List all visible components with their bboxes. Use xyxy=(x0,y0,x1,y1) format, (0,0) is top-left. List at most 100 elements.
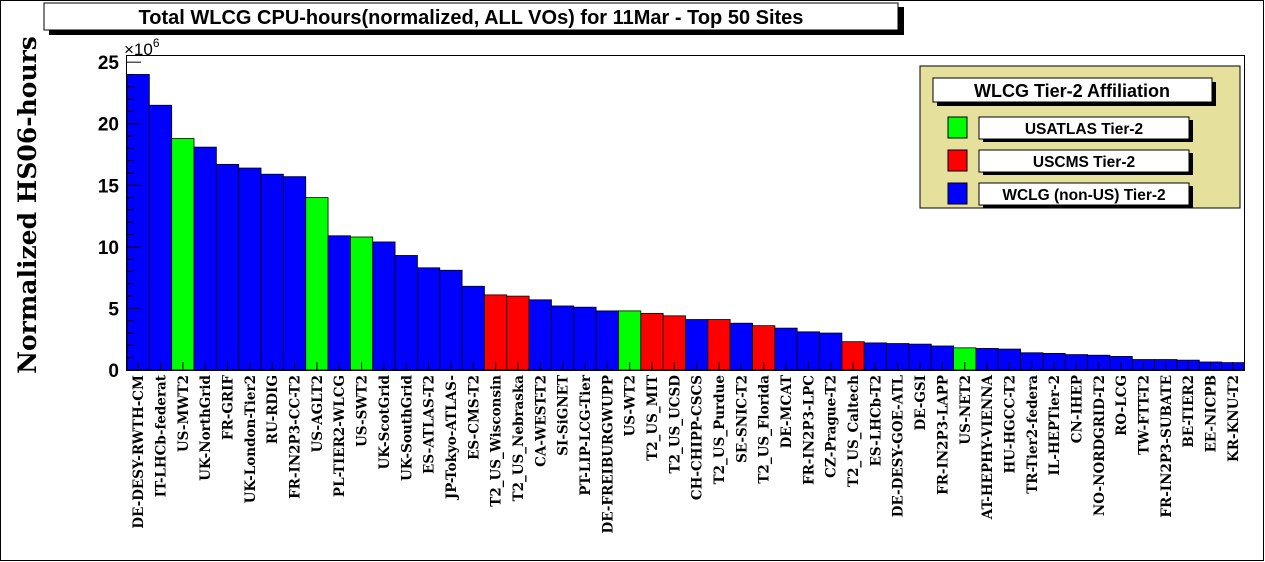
y-axis-title: Normalized HS06-hours xyxy=(13,36,42,374)
x-tick-label-35: DE-GSI xyxy=(913,375,929,430)
y-tick-label-4: 20 xyxy=(98,115,119,136)
x-tick-label-17: T2_US_Nebraska xyxy=(511,375,527,502)
x-tick-label-9: PL-TIER2-WLCG xyxy=(332,375,348,497)
legend-label-usatlas: USATLAS Tier-2 xyxy=(1025,121,1143,138)
bar-5 xyxy=(238,167,262,371)
x-tick-label-3: UK-NorthGrid xyxy=(198,374,214,480)
x-tick-label-47: BE-TIER2 xyxy=(1181,375,1197,448)
title-box xyxy=(43,2,899,31)
bar-20 xyxy=(573,306,597,371)
legend-swatch-uscms xyxy=(947,149,968,172)
bar-14 xyxy=(439,269,463,371)
x-tick-label-44: RO-LCG xyxy=(1114,375,1130,436)
bar-4 xyxy=(215,163,240,371)
x-tick-label-6: RU-RDIG xyxy=(265,375,281,444)
x-tick-label-27: SE-SNIC-T2 xyxy=(734,375,750,463)
y-axis-multiplier-exponent: 6 xyxy=(153,36,160,50)
bar-17 xyxy=(506,295,530,371)
chart-title-box: Total WLCG CPU-hours(normalized, ALL VOs… xyxy=(43,2,904,35)
y-tick-label-3: 15 xyxy=(98,176,120,197)
legend-label-box-wlcg xyxy=(978,182,1190,206)
chart-title: Total WLCG CPU-hours(normalized, ALL VOs… xyxy=(139,7,804,29)
x-tick-label-48: EE-NICPB xyxy=(1203,375,1219,452)
x-tick-label-19: SI-SiGNET xyxy=(556,375,572,456)
x-tick-label-25: CH-CHIPP-CSCS xyxy=(690,375,706,500)
x-tick-label-22: US-WT2 xyxy=(623,375,639,436)
y-tick-label-5: 25 xyxy=(98,53,120,74)
x-tick-label-33: ES-LHCb-T2 xyxy=(868,375,884,466)
y-tick-label-2: 10 xyxy=(98,238,119,259)
bar-12 xyxy=(394,255,418,371)
x-tick-label-7: FR-IN2P3-CC-T2 xyxy=(288,375,304,499)
bar-10 xyxy=(349,236,374,371)
x-tick-label-23: T2_US_MIT xyxy=(645,375,661,461)
x-tick-label-11: UK-ScotGrid xyxy=(377,374,393,469)
bar-18 xyxy=(528,299,552,371)
plot-frame xyxy=(126,55,1245,371)
x-tick-label-5: UK-London-Tier2 xyxy=(243,375,259,503)
x-tick-label-0: DE-DESY-RWTH-CM xyxy=(131,375,147,529)
x-tick-label-40: TR-Tier2-federa xyxy=(1025,375,1041,494)
x-tick-label-13: ES-ATLAS-T2 xyxy=(422,375,438,474)
bar-24 xyxy=(662,315,686,371)
x-tick-label-12: UK-SouthGrid xyxy=(399,374,415,481)
x-tick-label-45: TW-FTT-T2 xyxy=(1136,375,1152,455)
y-axis-multiplier-base: ×10 xyxy=(124,40,153,59)
legend-label-wlcg: WCLG (non-US) Tier-2 xyxy=(1002,187,1165,204)
y-axis: 0 5 10 15 20 25 xyxy=(98,53,141,382)
x-tick-label-43: NO-NORDGRID-T2 xyxy=(1092,375,1108,516)
bar-13 xyxy=(417,267,441,371)
x-tick-label-34: DE-DESY-GOE-ATL xyxy=(891,374,907,517)
x-tick-label-14: JP-Tokyo-ATLAS- xyxy=(444,375,460,500)
x-tick-label-41: IL-HEPTier-2 xyxy=(1047,375,1063,475)
x-axis-labels: DE-DESY-RWTH-CM IT-LHCb-federat US-MWT2 UK-… xyxy=(131,362,1242,533)
x-tick-label-20: PT-LIP-LCG-Tier xyxy=(578,374,594,496)
bar-6 xyxy=(260,173,284,371)
x-tick-label-28: T2_US_Florida xyxy=(757,375,773,484)
x-tick-label-37: US-NET2 xyxy=(958,375,974,445)
legend-label-box-usatlas xyxy=(978,116,1190,140)
y-axis-multiplier: ×106 xyxy=(124,36,160,59)
bar-16 xyxy=(484,294,508,371)
bar-8 xyxy=(305,197,329,371)
legend-entries: USATLAS Tier-2 USCMS Tier-2 WCLG (non-US) … xyxy=(947,116,1193,208)
x-tick-label-4: FR-GRIF xyxy=(221,375,237,440)
x-tick-label-24: T2_US_UCSD xyxy=(667,375,683,474)
x-tick-label-16: T2_US_Wisconsin xyxy=(489,375,505,507)
x-tick-label-42: CN-IHEP xyxy=(1069,375,1085,443)
x-tick-label-36: FR-IN2P3-LAPP xyxy=(935,375,951,495)
x-tick-label-31: CZ-Prague-T2 xyxy=(824,375,840,478)
x-tick-label-26: T2_US_Purdue xyxy=(712,375,728,484)
legend-title: WLCG Tier-2 Affiliation xyxy=(974,81,1170,101)
x-tick-label-8: US-AGLT2 xyxy=(310,375,326,452)
x-tick-label-10: US-SWT2 xyxy=(355,375,371,447)
legend-swatch-usatlas xyxy=(947,116,968,139)
x-tick-label-15: ES-CMS-T2 xyxy=(466,375,482,460)
bar-11 xyxy=(372,241,396,371)
x-tick-label-49: KR-KNU-T2 xyxy=(1226,375,1242,462)
x-tick-label-46: FR-IN2P3-SUBATE xyxy=(1159,375,1175,518)
bar-15 xyxy=(461,285,485,371)
y-tick-label-0: 0 xyxy=(108,361,119,382)
legend-label-uscms: USCMS Tier-2 xyxy=(1033,154,1135,171)
bar-2 xyxy=(171,138,195,371)
x-tick-label-30: FR-IN2P3-LPC xyxy=(801,375,817,485)
bar-9 xyxy=(327,235,351,371)
bar-1 xyxy=(148,104,173,371)
legend: WLCG Tier-2 Affiliation USATLAS Tier-2US… xyxy=(919,65,1241,209)
x-tick-label-1: IT-LHCb-federat xyxy=(154,374,170,497)
x-tick-label-18: CA-WEST-T2 xyxy=(533,375,549,467)
legend-title-box xyxy=(932,77,1213,103)
bar-7 xyxy=(282,176,307,371)
legend-label-box-uscms xyxy=(978,149,1190,173)
bar-3 xyxy=(193,146,217,371)
x-tick-label-32: T2_US_Caltech xyxy=(846,375,862,487)
bar-19 xyxy=(551,305,575,371)
x-tick-label-39: HU-HGCC-T2 xyxy=(1002,375,1018,473)
legend-swatch-wlcg xyxy=(947,182,968,205)
x-tick-label-38: AT-HEPHY-VIENNA xyxy=(980,374,996,520)
x-tick-label-21: DE-FREIBURGWUPP xyxy=(600,375,616,533)
bar-22 xyxy=(618,310,642,371)
